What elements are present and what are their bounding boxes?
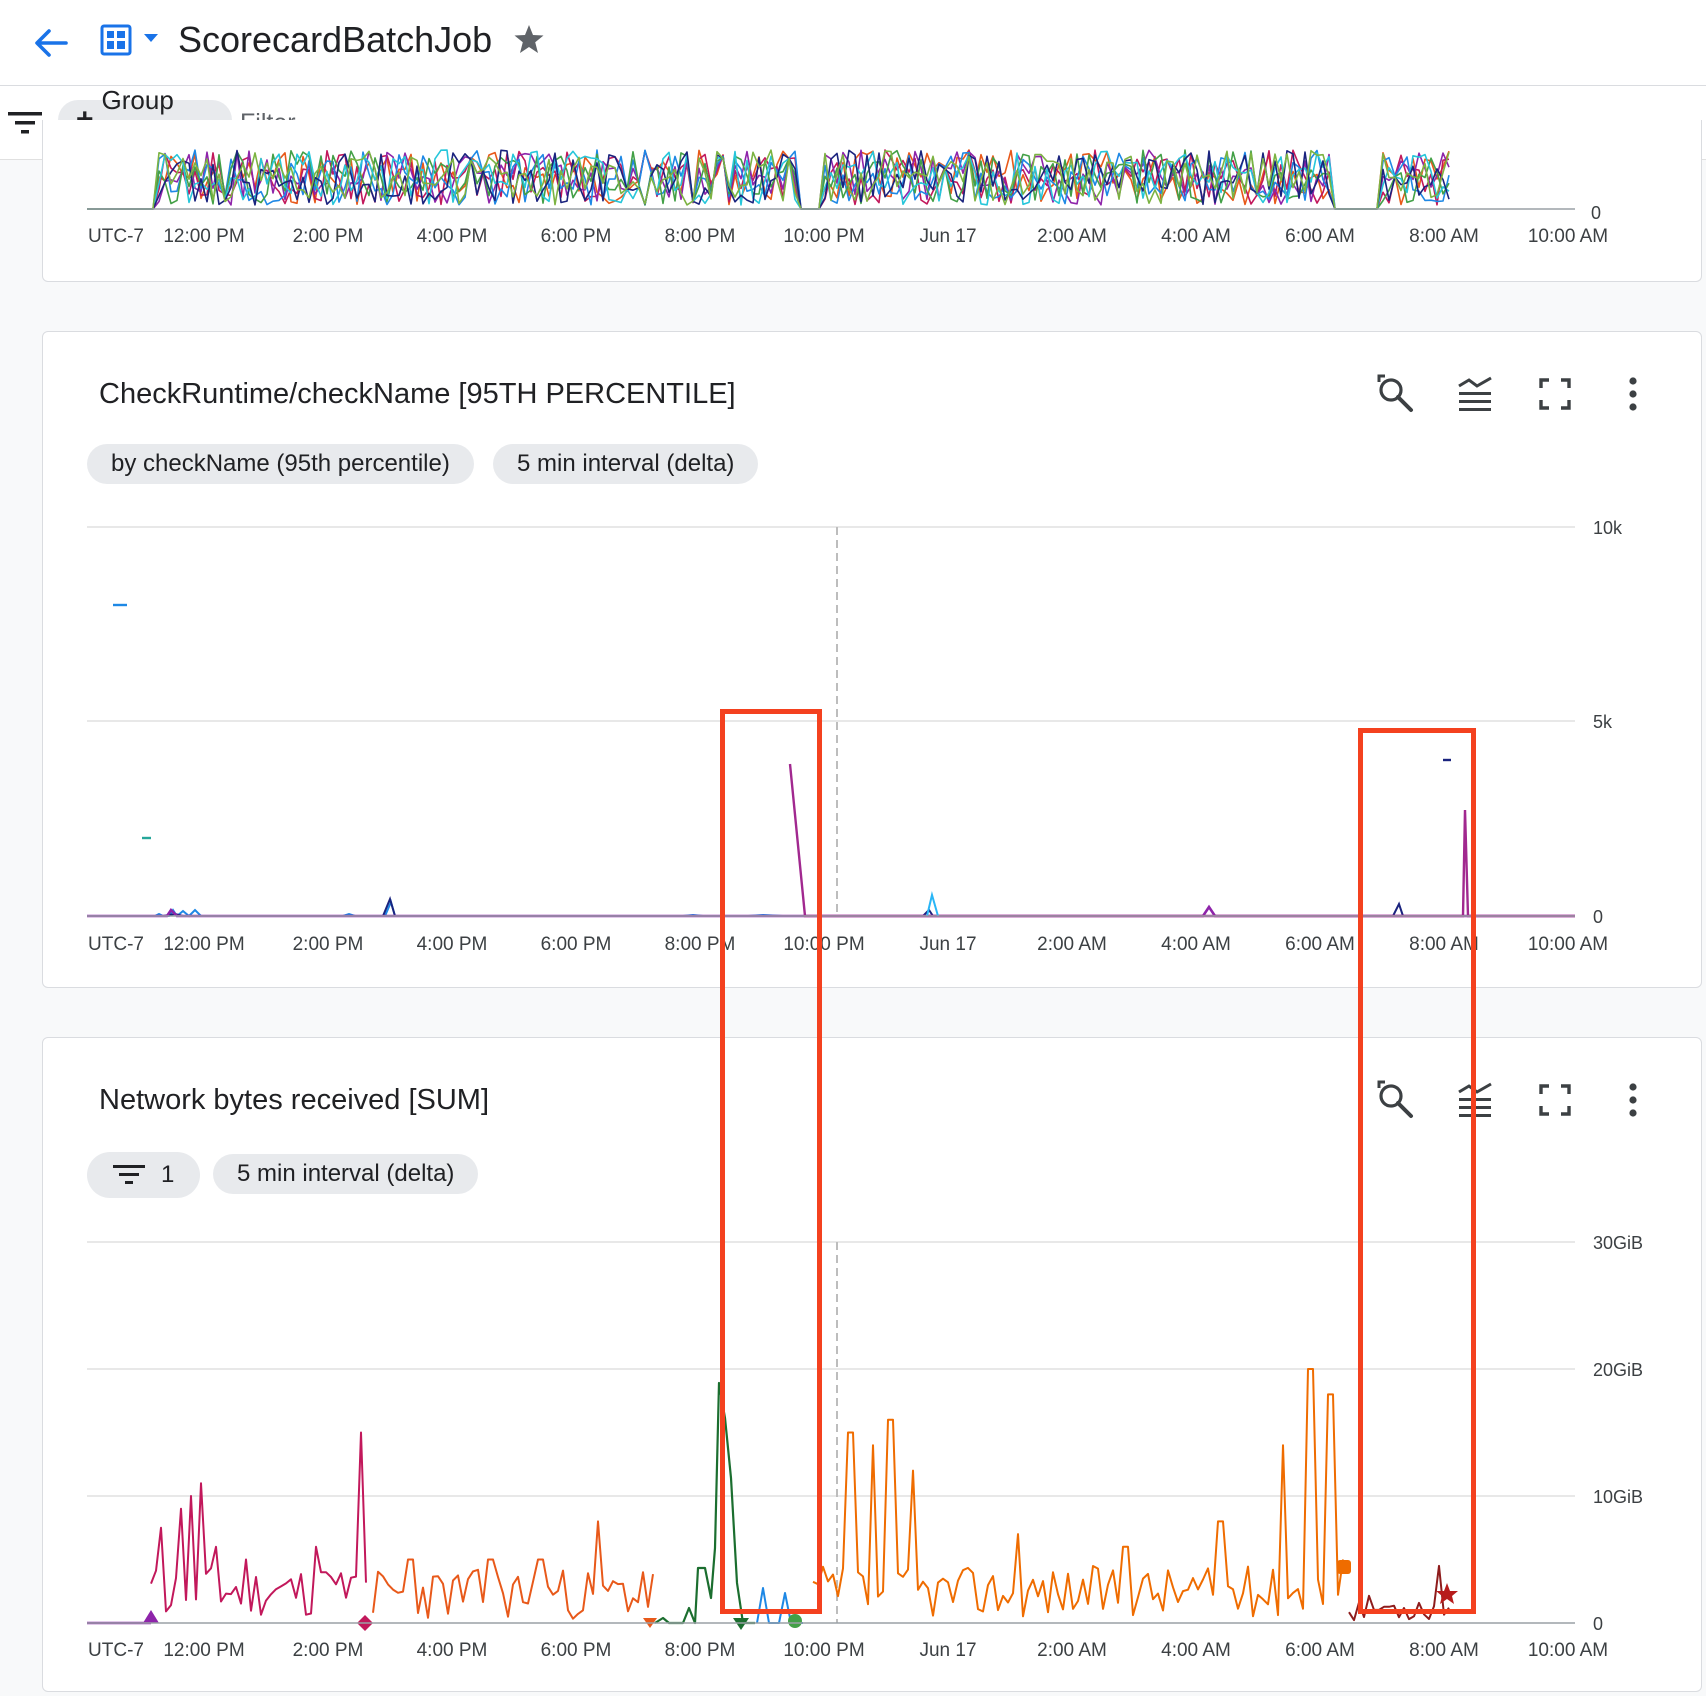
series-line: [372, 1520, 654, 1620]
top-bar: ScorecardBatchJob: [0, 0, 1706, 86]
x-tick-label: 8:00 PM: [665, 226, 736, 247]
x-tick-label: 12:00 PM: [163, 1640, 244, 1661]
series-marker: [788, 1614, 802, 1628]
fullscreen-icon[interactable]: [1533, 1078, 1577, 1122]
x-tick-label: UTC-7: [88, 226, 144, 247]
x-tick-label: 8:00 PM: [665, 934, 736, 955]
x-tick-label: 2:00 AM: [1037, 1640, 1107, 1661]
x-tick-label: 10:00 AM: [1528, 1640, 1608, 1661]
network-bytes-chart: 30GiB 20GiB 10GiB 0 UTC-7 12:00 PM 2:00 PM…: [87, 1233, 1643, 1661]
series-line: [812, 1368, 1344, 1618]
series-line: [87, 904, 1575, 918]
x-tick-label: 6:00 PM: [541, 226, 612, 247]
y-tick-label: 5k: [1593, 712, 1613, 732]
x-tick-label: 6:00 AM: [1285, 226, 1355, 247]
x-tick-label: 8:00 AM: [1409, 226, 1479, 247]
back-arrow-icon[interactable]: [28, 20, 74, 66]
y-tick-label: 0: [1593, 1614, 1603, 1634]
x-tick-label: Jun 17: [919, 1640, 976, 1661]
x-tick-label: UTC-7: [88, 934, 144, 955]
dashboard-dropdown-caret-icon[interactable]: [143, 32, 159, 44]
highlight-box-left: [720, 709, 822, 1614]
chip-filter-count[interactable]: 1: [87, 1152, 201, 1198]
more-options-icon[interactable]: [1611, 1078, 1655, 1122]
series-line: [87, 899, 784, 918]
chart-card-top: 0 UTC-7 12:00 PM 2:00 PM 4:00 PM 6:00 PM 8:00…: [42, 120, 1702, 282]
zoom-search-icon[interactable]: [1373, 372, 1417, 416]
chart-title: Network bytes received [SUM]: [99, 1084, 490, 1116]
x-tick-label: 6:00 AM: [1285, 934, 1355, 955]
x-tick-label: Jun 17: [919, 226, 976, 247]
star-favorite-icon[interactable]: [512, 22, 546, 56]
y-tick-label: 30GiB: [1593, 1233, 1643, 1253]
dashboard-icon[interactable]: [100, 24, 132, 56]
x-tick-label: 2:00 PM: [293, 1640, 364, 1661]
y-tick-label: 0: [1591, 203, 1601, 223]
series-line: [926, 891, 939, 917]
series-line: [87, 149, 1450, 210]
x-tick-label: 10:00 PM: [783, 1640, 864, 1661]
x-tick-label: 8:00 AM: [1409, 1640, 1479, 1661]
series-marker: [1337, 1560, 1351, 1574]
x-tick-label: 12:00 PM: [163, 934, 244, 955]
x-tick-label: 4:00 PM: [417, 934, 488, 955]
x-tick-label: 2:00 AM: [1037, 934, 1107, 955]
x-tick-label: 8:00 AM: [1409, 934, 1479, 955]
x-tick-label: 10:00 AM: [1528, 934, 1608, 955]
x-tick-label: 6:00 PM: [541, 934, 612, 955]
filter-lines-icon: [113, 1165, 145, 1184]
series-marker: [733, 1618, 749, 1630]
x-tick-label: 8:00 PM: [665, 1640, 736, 1661]
y-tick-label: 0: [1593, 907, 1603, 927]
chip-group-by[interactable]: by checkName (95th percentile): [87, 444, 474, 484]
x-tick-label: 10:00 AM: [1528, 226, 1608, 247]
series-line: [150, 1431, 367, 1616]
page-title: ScorecardBatchJob: [178, 19, 493, 60]
chart-title: CheckRuntime/checkName [95TH PERCENTILE]: [99, 378, 736, 410]
chart-card-check-runtime: CheckRuntime/checkName [95TH PERCENTILE]…: [42, 331, 1702, 988]
x-tick-label: 2:00 PM: [293, 934, 364, 955]
series-marker: [1436, 1583, 1458, 1604]
x-tick-label: 2:00 AM: [1037, 226, 1107, 247]
x-tick-label: 4:00 AM: [1161, 934, 1231, 955]
x-tick-label: 6:00 PM: [541, 1640, 612, 1661]
filter-lines-icon[interactable]: [6, 108, 44, 138]
x-tick-label: 4:00 AM: [1161, 226, 1231, 247]
series-line: [87, 149, 1450, 210]
y-tick-label: 20GiB: [1593, 1360, 1643, 1380]
y-tick-label: 10k: [1593, 518, 1623, 538]
x-tick-label: UTC-7: [88, 1640, 144, 1661]
check-runtime-chart: 10k 5k 0 UTC-7 12:00 PM 2:00 PM 4:00 PM 6:00…: [87, 518, 1623, 955]
x-tick-label: 10:00 PM: [783, 934, 864, 955]
chip-interval[interactable]: 5 min interval (delta): [493, 444, 759, 484]
x-tick-label: 2:00 PM: [293, 226, 364, 247]
legend-toggle-icon[interactable]: [1453, 372, 1497, 416]
x-tick-label: 10:00 PM: [783, 226, 864, 247]
more-options-icon[interactable]: [1611, 372, 1655, 416]
highlight-box-right: [1358, 728, 1476, 1614]
x-tick-label: Jun 17: [919, 934, 976, 955]
x-tick-label: 12:00 PM: [163, 226, 244, 247]
y-tick-label: 10GiB: [1593, 1487, 1643, 1507]
fullscreen-icon[interactable]: [1533, 372, 1577, 416]
series-line: [87, 149, 1450, 210]
chip-interval[interactable]: 5 min interval (delta): [213, 1154, 479, 1194]
zoom-search-icon[interactable]: [1373, 1078, 1417, 1122]
top-chart: 0 UTC-7 12:00 PM 2:00 PM 4:00 PM 6:00 PM 8:00…: [87, 149, 1608, 247]
series-marker: [143, 1610, 159, 1623]
x-tick-label: 4:00 PM: [417, 1640, 488, 1661]
x-tick-label: 4:00 AM: [1161, 1640, 1231, 1661]
series-line: [87, 149, 1450, 210]
series-line: [87, 149, 1450, 210]
chart-card-network-bytes: Network bytes received [SUM] 1 5 min int…: [42, 1037, 1702, 1692]
x-tick-label: 6:00 AM: [1285, 1640, 1355, 1661]
filter-count: 1: [161, 1161, 175, 1188]
x-tick-label: 4:00 PM: [417, 226, 488, 247]
